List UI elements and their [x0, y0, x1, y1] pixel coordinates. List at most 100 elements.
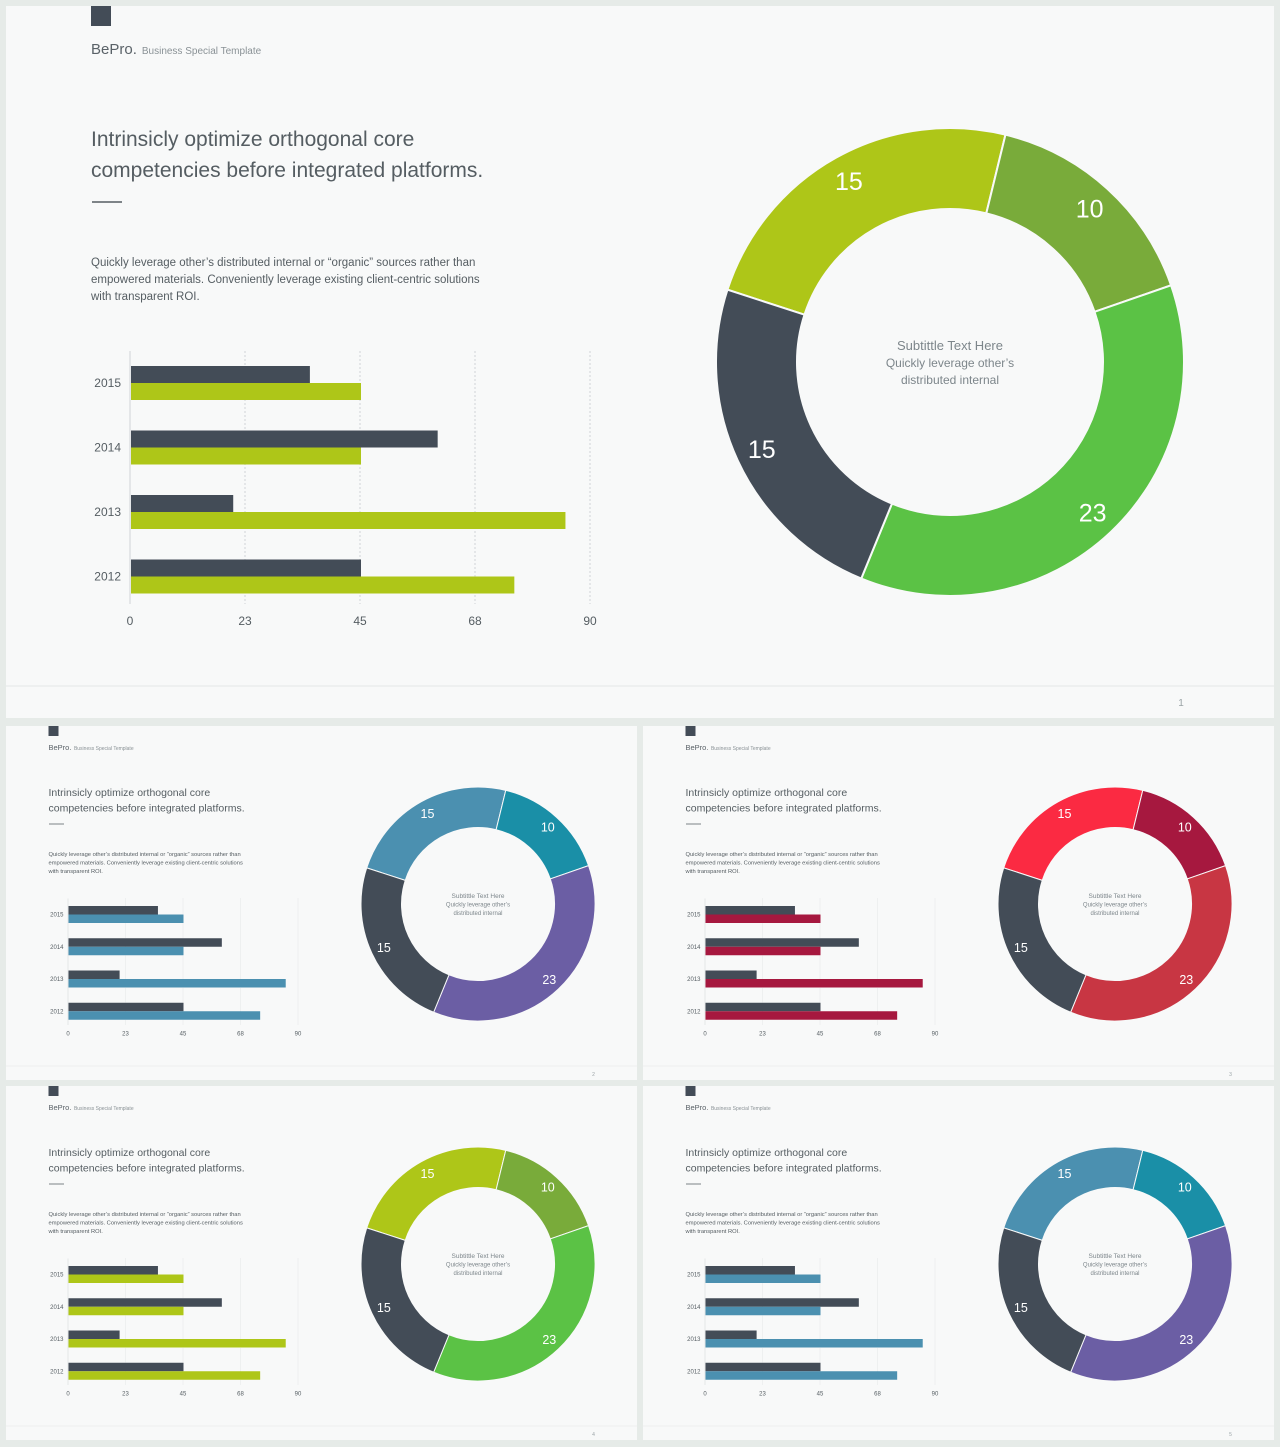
bar-chart-x-tick: 45	[353, 614, 367, 628]
bar-series-2-2012	[68, 1011, 261, 1020]
body-text-line: empowered materials. Conveniently levera…	[91, 274, 480, 286]
body-text-line: with transparent ROI.	[685, 1229, 741, 1235]
bar-chart-x-tick: 0	[127, 614, 134, 628]
donut-segment-label: 10	[1178, 1181, 1192, 1195]
donut-segment-1	[366, 786, 507, 881]
bar-chart-category-label: 2012	[687, 1009, 701, 1015]
slide-3[interactable]: BePro. Business Special Template Intrinsic…	[643, 726, 1274, 1080]
slide-canvas: BePro. Business Special Template Intrinsic…	[643, 1086, 1274, 1438]
slide-1[interactable]: BePro. Business Special Template Intrinsic…	[6, 6, 1274, 718]
bar-series-2-2012	[68, 1371, 261, 1380]
bar-series-1-2012	[68, 1362, 184, 1372]
donut-segment-label: 15	[748, 436, 776, 464]
bar-series-2-2014	[705, 946, 821, 956]
body-text-line: Quickly leverage other’s distributed int…	[49, 852, 241, 858]
brand-line: BePro. Business Special Template	[49, 1103, 134, 1112]
bar-series-1-2012	[131, 559, 361, 577]
body-text-line: Quickly leverage other’s distributed int…	[686, 1212, 878, 1218]
bar-series-2-2015	[68, 1274, 184, 1283]
bar-chart-x-tick: 90	[932, 1032, 939, 1038]
donut-segment-3	[1069, 864, 1233, 1022]
bar-series-1-2013	[68, 970, 120, 979]
donut-segment-label: 23	[542, 973, 556, 987]
bar-series-2-2013	[68, 979, 286, 988]
bar-series-2-2014	[131, 447, 361, 465]
donut-segment-label: 15	[1014, 1301, 1028, 1315]
headline-line-2: competencies before integrated platforms…	[91, 159, 483, 182]
bar-chart-x-tick: 68	[237, 1392, 244, 1398]
bar-series-2-2013	[131, 512, 566, 529]
bar-chart-x-tick: 0	[703, 1032, 707, 1038]
slide-5[interactable]: BePro. Business Special Template Intrinsic…	[643, 1086, 1274, 1440]
headline-line-2: competencies before integrated platforms…	[686, 1163, 882, 1175]
donut-segment-1	[366, 1146, 507, 1241]
donut-segment-label: 15	[1058, 1167, 1072, 1181]
donut-segment-1	[1003, 1146, 1144, 1241]
donut-segment-4	[997, 1227, 1087, 1373]
bar-chart-x-tick: 23	[122, 1032, 129, 1038]
donut-segment-4	[360, 867, 450, 1013]
bar-series-2-2015	[705, 914, 821, 923]
slide-4[interactable]: BePro. Business Special Template Intrinsic…	[6, 1086, 637, 1440]
bar-chart-category-label: 2013	[687, 1337, 701, 1343]
bar-series-2-2012	[705, 1371, 898, 1380]
headline-line-2: competencies before integrated platforms…	[686, 803, 882, 815]
bar-chart-x-tick: 0	[703, 1392, 707, 1398]
brand-name: BePro.	[49, 743, 72, 752]
body-text-line: Quickly leverage other’s distributed int…	[686, 852, 878, 858]
donut-segment-label: 10	[541, 1181, 555, 1195]
body-text-line: with transparent ROI.	[48, 869, 104, 875]
body-text-line: with transparent ROI.	[90, 291, 200, 303]
bar-chart-x-tick: 23	[238, 614, 252, 628]
donut-segment-label: 10	[1178, 821, 1192, 835]
bar-chart-category-label: 2015	[94, 376, 121, 390]
donut-segment-3	[859, 283, 1185, 597]
body-text-line: empowered materials. Conveniently levera…	[49, 861, 243, 867]
donut-segment-label: 10	[541, 821, 555, 835]
bar-series-2-2014	[68, 946, 184, 956]
slide-page-number: 4	[592, 1432, 595, 1438]
bar-series-1-2015	[68, 906, 158, 915]
bar-chart-x-tick: 90	[932, 1392, 939, 1398]
bar-chart-x-tick: 45	[180, 1392, 187, 1398]
body-text-line: empowered materials. Conveniently levera…	[686, 1221, 880, 1227]
bar-series-2-2014	[705, 1306, 821, 1316]
slide-2[interactable]: BePro. Business Special Template Intrinsic…	[6, 726, 637, 1080]
bar-series-1-2013	[705, 970, 757, 979]
donut-center-subtitle: Subtittle Text Here	[1089, 893, 1142, 900]
bar-chart-x-tick: 90	[583, 614, 597, 628]
bar-series-2-2013	[68, 1339, 286, 1348]
headline-line-1: Intrinsicly optimize orthogonal core	[49, 787, 211, 799]
bar-series-1-2015	[705, 1266, 795, 1275]
donut-segment-1	[726, 127, 1007, 316]
bar-chart-x-tick: 68	[874, 1392, 881, 1398]
bar-series-2-2015	[131, 383, 361, 400]
bar-series-2-2012	[705, 1011, 898, 1020]
headline-line-1: Intrinsicly optimize orthogonal core	[686, 787, 848, 799]
headline-line-1: Intrinsicly optimize orthogonal core	[686, 1147, 848, 1159]
bar-series-2-2015	[705, 1274, 821, 1283]
bar-chart-category-label: 2012	[50, 1009, 64, 1015]
donut-center-subtitle: Subtittle Text Here	[897, 338, 1003, 353]
slide-page-number: 1	[1178, 698, 1184, 709]
bar-chart-x-tick: 68	[237, 1032, 244, 1038]
bar-chart-category-label: 2013	[687, 977, 701, 983]
donut-segment-label: 15	[377, 941, 391, 955]
brand-name: BePro.	[91, 41, 137, 58]
donut-center-line-1: Quickly leverage other’s	[886, 356, 1014, 370]
donut-segment-label: 15	[377, 1301, 391, 1315]
donut-segment-label: 15	[1014, 941, 1028, 955]
brand-square-icon	[91, 6, 111, 26]
bar-chart-x-tick: 0	[66, 1032, 70, 1038]
bar-chart-x-tick: 23	[759, 1392, 766, 1398]
donut-segment-4	[997, 867, 1087, 1013]
brand-name: BePro.	[686, 743, 709, 752]
body-text-line: empowered materials. Conveniently levera…	[686, 861, 880, 867]
brand-square-icon	[685, 1086, 696, 1096]
brand-tagline: Business Special Template	[74, 1106, 134, 1112]
bar-chart-x-tick: 45	[817, 1032, 824, 1038]
bar-series-1-2014	[131, 430, 438, 448]
bar-chart-x-tick: 90	[295, 1392, 302, 1398]
bar-chart-x-tick: 90	[295, 1032, 302, 1038]
brand-tagline: Business Special Template	[711, 746, 771, 752]
